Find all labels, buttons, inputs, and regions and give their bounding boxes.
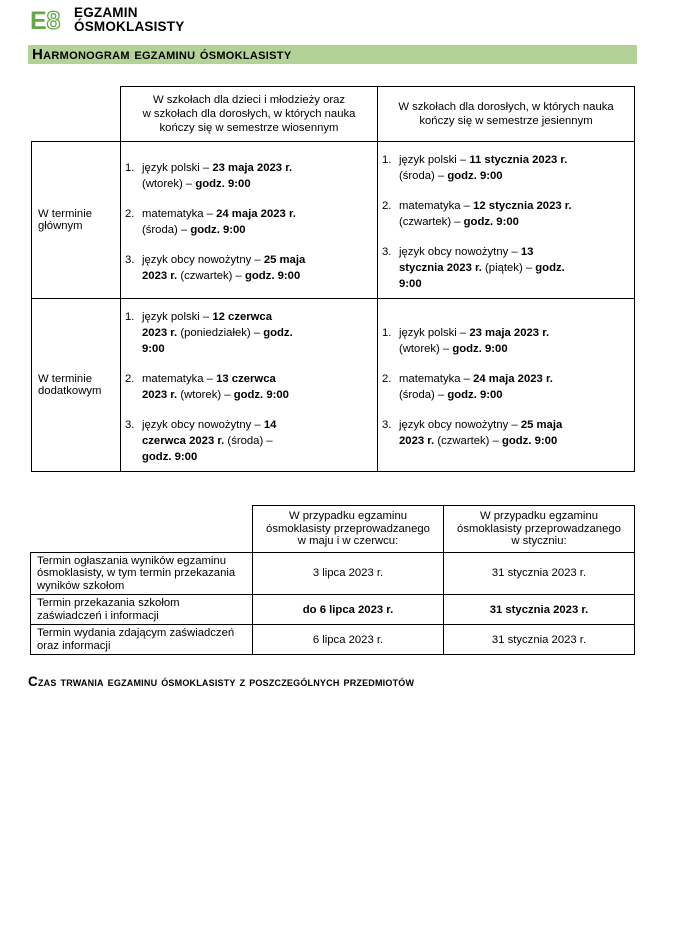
svg-text:E: E	[31, 9, 46, 35]
svg-text:8: 8	[47, 9, 61, 35]
